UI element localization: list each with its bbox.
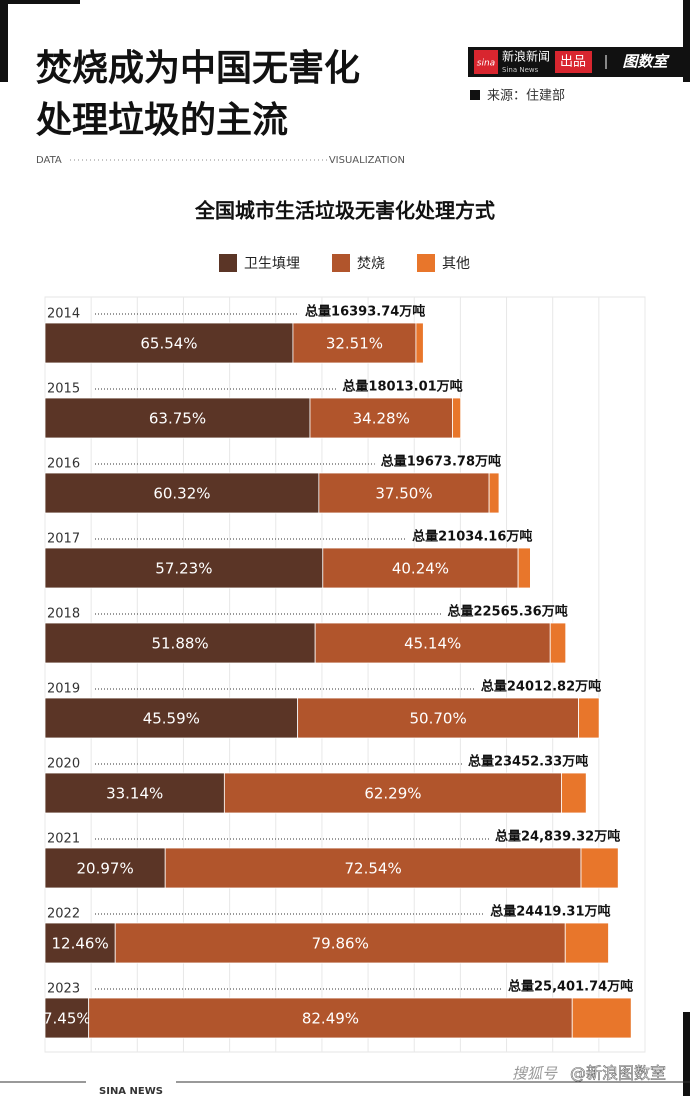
bar-segment (309, 397, 453, 439)
segment-label: 40.24% (392, 560, 449, 578)
total-label: 总量24,839.32万吨 (495, 829, 620, 845)
total-label: 总量25,401.74万吨 (508, 979, 633, 995)
corner-frame (0, 0, 8, 82)
legend-label: 其他 (442, 256, 470, 272)
bar-segment (44, 997, 90, 1039)
segment-label: 65.54% (140, 335, 197, 353)
total-label: 总量24012.82万吨 (481, 679, 601, 695)
segment-label: 7.45% (43, 1010, 91, 1028)
year-label: 2021 (47, 832, 80, 847)
legend-swatch (219, 254, 237, 272)
bar-segment (322, 547, 519, 589)
bar-segment (88, 997, 573, 1039)
bar-segment (318, 472, 490, 514)
title-line: 处理垃圾的主流 (36, 100, 288, 141)
year-label: 2016 (47, 457, 80, 472)
bar-segment (44, 772, 225, 814)
source-marker (470, 90, 480, 100)
brand-en: Sina News (502, 66, 539, 74)
segment-label: 34.28% (353, 410, 410, 428)
bar-segment (517, 547, 531, 589)
segment-label: 20.97% (77, 860, 134, 878)
bar-segment (415, 322, 424, 364)
bar-segment (114, 922, 566, 964)
brand-tag: 出品 (560, 55, 586, 70)
bar-segment (164, 847, 582, 889)
year-label: 2023 (47, 982, 80, 997)
segment-label: 57.23% (155, 560, 212, 578)
total-label: 总量16393.74万吨 (305, 304, 425, 320)
year-label: 2015 (47, 382, 80, 397)
segment-label: 63.75% (149, 410, 206, 428)
bar-segment (488, 472, 500, 514)
year-label: 2022 (47, 907, 80, 922)
segment-label: 79.86% (312, 935, 369, 953)
year-label: 2017 (47, 532, 80, 547)
chart-title: 全国城市生活垃圾无害化处理方式 (194, 199, 495, 223)
bar-segment (44, 922, 116, 964)
brand-logo: sina (477, 59, 495, 69)
bar-segment (44, 547, 324, 589)
segment-label: 37.50% (375, 485, 432, 503)
bar-segment (44, 622, 316, 664)
segment-label: 45.59% (143, 710, 200, 728)
bar-segment (571, 997, 632, 1039)
total-label: 总量22565.36万吨 (447, 604, 567, 620)
bar-segment (314, 622, 551, 664)
source: 来源：住建部 (487, 89, 565, 104)
caption-right: VISUALIZATION (329, 155, 405, 166)
brand-cn: 新浪新闻 (502, 49, 550, 64)
total-label: 总量19673.78万吨 (381, 454, 501, 470)
year-label: 2014 (47, 307, 80, 322)
legend-swatch (417, 254, 435, 272)
year-label: 2019 (47, 682, 80, 697)
segment-label: 60.32% (153, 485, 210, 503)
corner-frame (683, 1012, 690, 1096)
segment-label: 32.51% (326, 335, 383, 353)
bar-segment (44, 322, 294, 364)
brand-room: 图数室 (622, 53, 670, 71)
segment-label: 50.70% (410, 710, 467, 728)
segment-label: 45.14% (404, 635, 461, 653)
segment-label: 82.49% (302, 1010, 359, 1028)
bar-segment (297, 697, 579, 739)
total-label: 总量24419.31万吨 (490, 904, 610, 920)
segment-label: 33.14% (106, 785, 163, 803)
footer-brand: SINA NEWS (99, 1086, 163, 1096)
total-label: 总量23452.33万吨 (468, 754, 588, 770)
corner-frame (683, 0, 690, 82)
total-label: 总量21034.16万吨 (412, 529, 532, 545)
footer-account: @新浪图数室 (570, 1064, 666, 1083)
title-line: 焚烧成为中国无害化 (36, 48, 360, 89)
bar-segment (580, 847, 619, 889)
legend-label: 卫生填埋 (244, 256, 300, 272)
segment-label: 12.46% (52, 935, 109, 953)
bar-segment (292, 322, 417, 364)
brand-icon (474, 50, 498, 74)
year-label: 2018 (47, 607, 80, 622)
bar-segment (561, 772, 587, 814)
year-label: 2020 (47, 757, 80, 772)
bar-segment (549, 622, 567, 664)
bar-segment (44, 697, 299, 739)
footer-watermark: 搜狐号 (512, 1065, 558, 1083)
caption-left: DATA (36, 155, 62, 166)
segment-label: 72.54% (345, 860, 402, 878)
legend-swatch (332, 254, 350, 272)
bar-segment (452, 397, 462, 439)
bar-segment (578, 697, 600, 739)
total-label: 总量18013.01万吨 (342, 379, 462, 395)
segment-label: 62.29% (364, 785, 421, 803)
legend-label: 焚烧 (357, 256, 385, 272)
bar-segment (44, 472, 320, 514)
segment-label: 51.88% (151, 635, 208, 653)
bar-segment (564, 922, 609, 964)
corner-frame (0, 0, 80, 4)
brand-tag-box (555, 51, 592, 73)
